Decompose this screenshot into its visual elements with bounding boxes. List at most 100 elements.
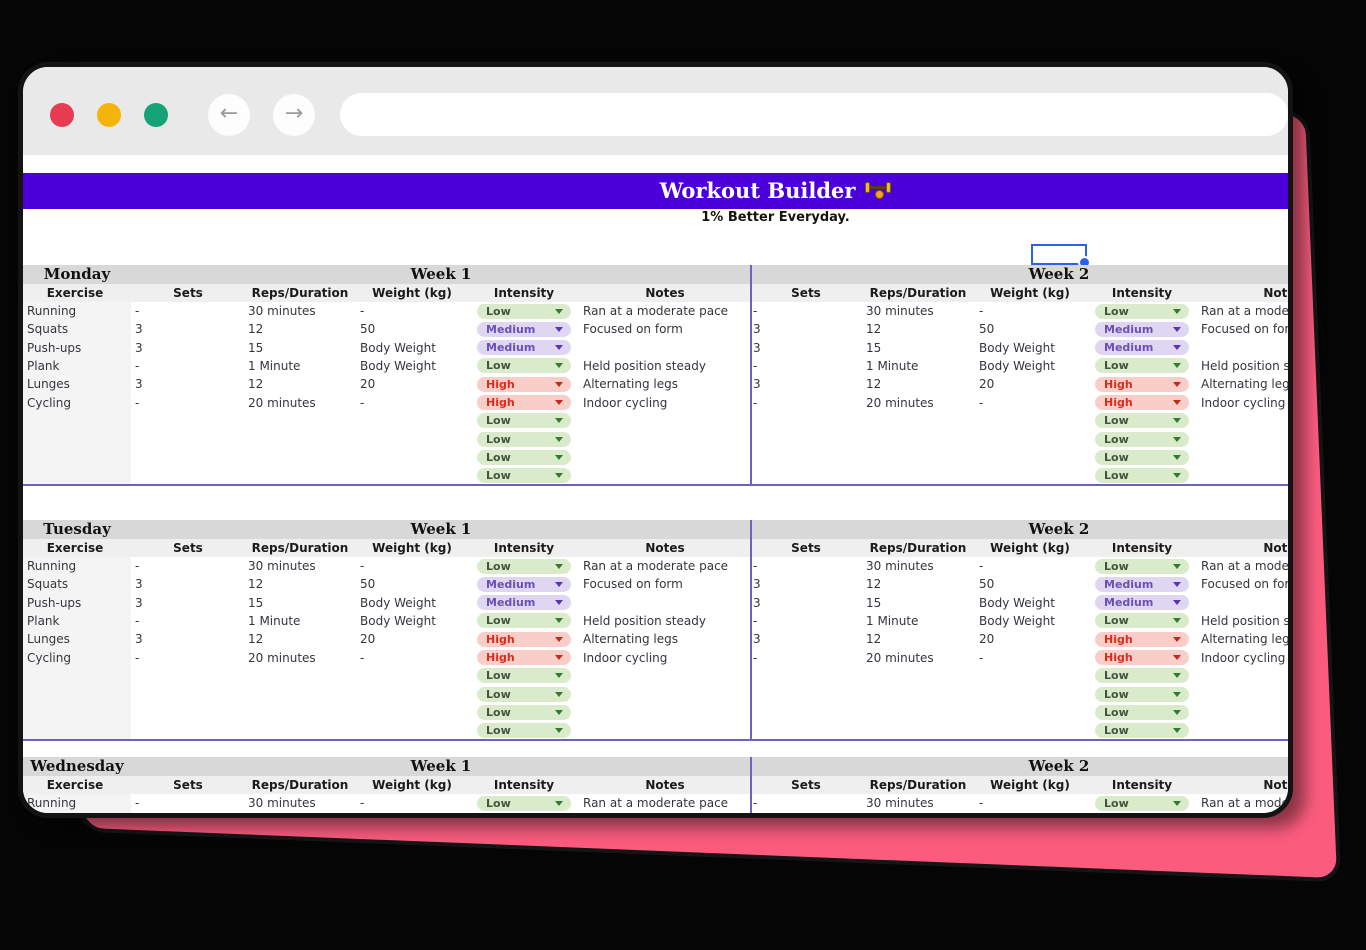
intensity-select[interactable]: Low xyxy=(1095,450,1189,466)
intensity-select[interactable]: Low xyxy=(477,431,571,447)
cell-weight[interactable]: 20 xyxy=(360,632,376,647)
cell-reps-w2[interactable]: 1 Minute xyxy=(866,613,919,628)
intensity-select[interactable]: Medium xyxy=(477,595,571,611)
cell-notes-w2[interactable]: Focused on form xyxy=(1201,322,1293,337)
cell-weight-w2[interactable]: - xyxy=(979,559,984,573)
cell-reps[interactable]: 30 minutes xyxy=(248,559,316,573)
intensity-select[interactable]: High xyxy=(1095,395,1189,411)
intensity-select[interactable]: Low xyxy=(1095,686,1189,702)
cell-weight-w2[interactable]: 20 xyxy=(979,377,995,392)
cell-notes-w2[interactable]: Indoor cycling xyxy=(1201,395,1286,410)
intensity-select[interactable]: Low xyxy=(477,723,571,739)
cell-reps-w2[interactable]: 30 minutes xyxy=(866,304,934,318)
cell-notes[interactable]: Alternating legs xyxy=(583,377,678,392)
cell-exercise[interactable]: Cycling xyxy=(27,650,71,665)
intensity-select[interactable]: Low xyxy=(1095,795,1189,811)
cell-reps[interactable]: 15 xyxy=(248,595,264,610)
week2-label[interactable]: Week 2 xyxy=(1028,265,1090,283)
intensity-select[interactable]: Medium xyxy=(1095,576,1189,592)
cell-reps[interactable]: 20 minutes xyxy=(248,395,316,410)
cell-sets[interactable]: - xyxy=(135,650,140,665)
intensity-select[interactable]: Low xyxy=(1095,468,1189,484)
cell-sets-w2[interactable]: - xyxy=(753,613,758,628)
cell-sets-w2[interactable]: 3 xyxy=(753,340,761,355)
intensity-select[interactable]: Low xyxy=(477,413,571,429)
intensity-select[interactable]: Low xyxy=(477,468,571,484)
intensity-select[interactable]: Low xyxy=(477,558,571,574)
cell-notes[interactable]: Focused on form xyxy=(583,812,683,813)
cell-sets[interactable]: - xyxy=(135,304,140,318)
cell-sets-w2[interactable]: - xyxy=(753,395,758,410)
intensity-select[interactable]: Low xyxy=(477,686,571,702)
selected-cell[interactable] xyxy=(1031,244,1091,269)
cell-reps-w2[interactable]: 30 minutes xyxy=(866,796,934,810)
cell-reps-w2[interactable]: 30 minutes xyxy=(866,559,934,573)
cell-weight[interactable]: Body Weight xyxy=(360,595,436,610)
intensity-select[interactable]: Low xyxy=(1095,558,1189,574)
intensity-select[interactable]: Medium xyxy=(1095,340,1189,356)
cell-sets-w2[interactable]: - xyxy=(753,304,758,318)
cell-reps-w2[interactable]: 12 xyxy=(866,577,882,592)
intensity-select[interactable]: Medium xyxy=(477,340,571,356)
cell-notes[interactable]: Indoor cycling xyxy=(583,395,668,410)
cell-weight[interactable]: Body Weight xyxy=(360,358,436,373)
cell-exercise[interactable]: Running xyxy=(27,304,77,318)
cell-notes[interactable]: Focused on form xyxy=(583,577,683,592)
intensity-select[interactable]: Low xyxy=(1095,303,1189,319)
intensity-select[interactable]: Low xyxy=(477,358,571,374)
cell-notes[interactable]: Alternating legs xyxy=(583,632,678,647)
intensity-select[interactable]: High xyxy=(1095,376,1189,392)
cell-reps[interactable]: 12 xyxy=(248,577,264,592)
cell-notes[interactable]: Indoor cycling xyxy=(583,650,668,665)
cell-weight[interactable]: - xyxy=(360,650,365,665)
cell-exercise[interactable]: Plank xyxy=(27,358,60,373)
cell-reps[interactable]: 12 xyxy=(248,632,264,647)
cell-weight[interactable]: 50 xyxy=(360,812,375,813)
cell-reps[interactable]: 15 xyxy=(248,340,264,355)
cell-notes[interactable]: Focused on form xyxy=(583,322,683,337)
intensity-select[interactable]: Low xyxy=(1095,668,1189,684)
cell-reps[interactable]: 12 xyxy=(248,322,264,337)
cell-sets-w2[interactable]: - xyxy=(753,650,758,665)
cell-weight-w2[interactable]: Body Weight xyxy=(979,613,1055,628)
address-bar[interactable] xyxy=(340,93,1288,136)
back-button[interactable]: ← xyxy=(208,94,250,136)
intensity-select[interactable]: Low xyxy=(1095,431,1189,447)
intensity-select[interactable]: High xyxy=(477,395,571,411)
cell-reps-w2[interactable]: 12 xyxy=(866,322,882,337)
cell-notes-w2[interactable]: Indoor cycling xyxy=(1201,650,1286,665)
intensity-select[interactable]: Low xyxy=(477,705,571,721)
cell-reps-w2[interactable]: 12 xyxy=(866,632,882,647)
cell-sets[interactable]: 3 xyxy=(135,812,143,813)
cell-weight-w2[interactable]: Body Weight xyxy=(979,358,1055,373)
cell-reps-w2[interactable]: 15 xyxy=(866,595,882,610)
cell-exercise[interactable]: Lunges xyxy=(27,377,70,392)
cell-weight[interactable]: Body Weight xyxy=(360,613,436,628)
cell-notes-w2[interactable]: Alternating legs xyxy=(1201,632,1293,647)
cell-weight[interactable]: 20 xyxy=(360,377,376,392)
cell-weight-w2[interactable]: Body Weight xyxy=(979,595,1055,610)
traffic-light-zoom-icon[interactable] xyxy=(144,103,168,127)
cell-weight-w2[interactable]: 50 xyxy=(979,322,995,337)
cell-sets-w2[interactable]: 3 xyxy=(753,812,761,813)
intensity-select[interactable]: Low xyxy=(1095,723,1189,739)
intensity-select[interactable]: High xyxy=(477,650,571,666)
cell-sets-w2[interactable]: 3 xyxy=(753,595,761,610)
cell-notes[interactable]: Held position steady xyxy=(583,358,706,373)
cell-sets-w2[interactable]: - xyxy=(753,796,758,810)
intensity-select[interactable]: Low xyxy=(1095,705,1189,721)
cell-weight[interactable]: - xyxy=(360,559,365,573)
cell-notes-w2[interactable]: Held position steady xyxy=(1201,358,1290,373)
cell-reps-w2[interactable]: 15 xyxy=(866,340,882,355)
cell-reps-w2[interactable]: 12 xyxy=(866,377,882,392)
intensity-select[interactable]: Low xyxy=(477,795,571,811)
intensity-select[interactable]: Low xyxy=(477,613,571,629)
intensity-select[interactable]: Medium xyxy=(477,576,571,592)
cell-weight[interactable]: 50 xyxy=(360,322,376,337)
intensity-select[interactable]: Medium xyxy=(1095,595,1189,611)
day-name[interactable]: Monday xyxy=(43,265,111,283)
cell-sets-w2[interactable]: 3 xyxy=(753,377,761,392)
cell-notes-w2[interactable]: Ran at a moderate pace xyxy=(1201,559,1289,573)
cell-notes[interactable]: Held position steady xyxy=(583,613,706,628)
cell-weight[interactable]: - xyxy=(360,796,365,810)
